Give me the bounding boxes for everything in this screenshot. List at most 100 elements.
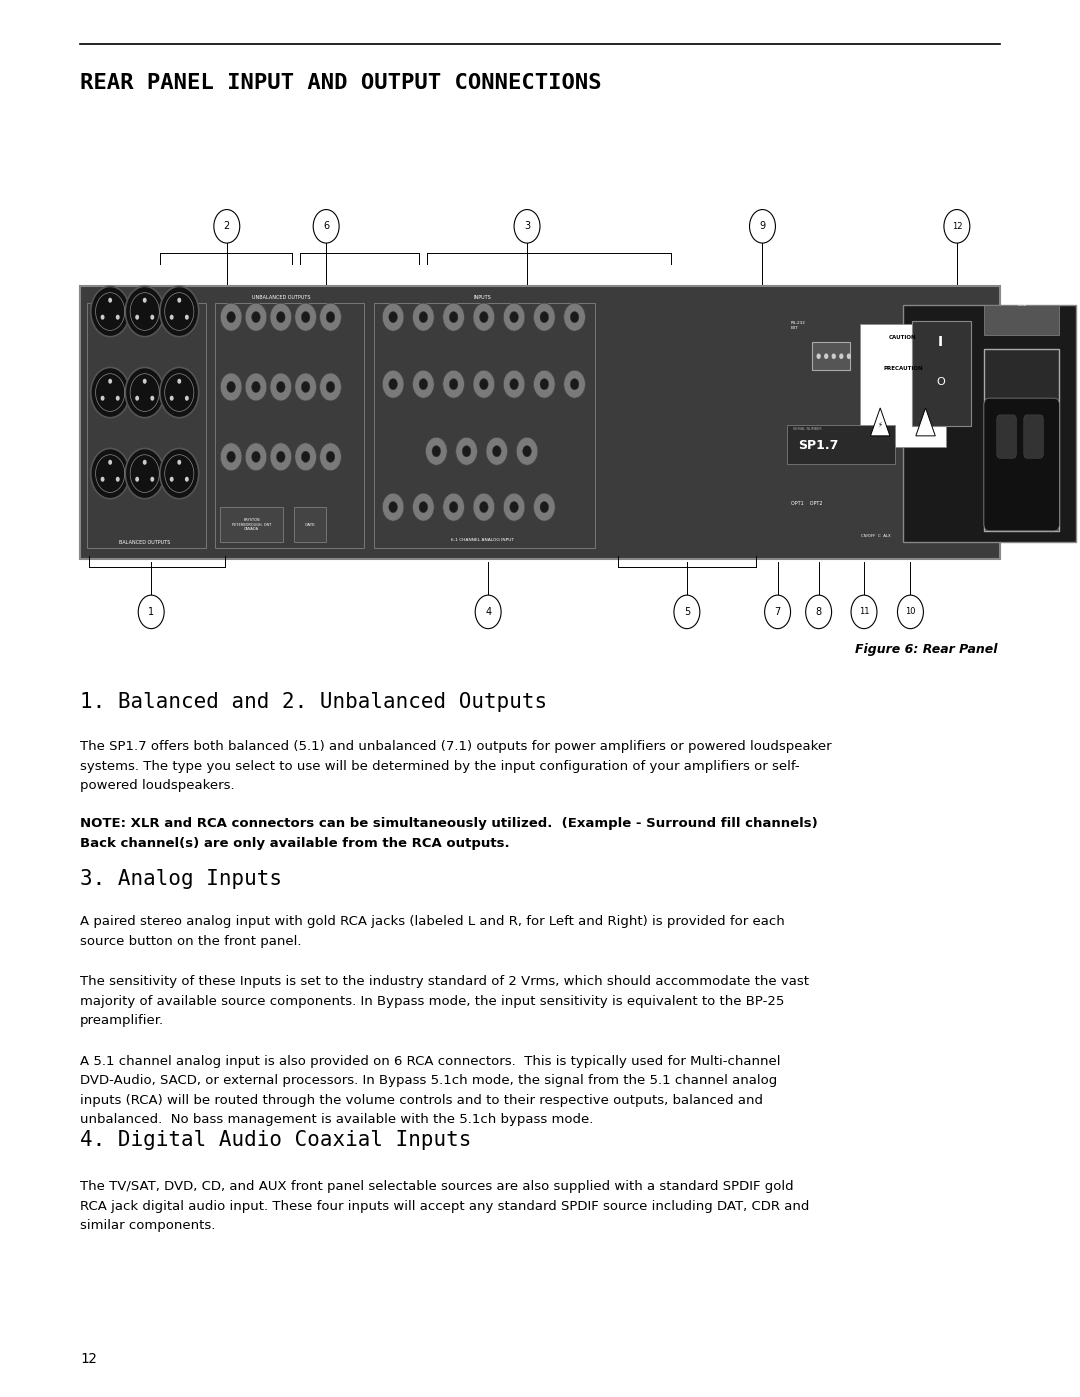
Text: 1: 1 (148, 606, 154, 617)
Circle shape (564, 370, 585, 398)
Circle shape (143, 298, 147, 303)
FancyBboxPatch shape (984, 349, 1059, 531)
Circle shape (313, 210, 339, 243)
Circle shape (125, 448, 164, 499)
Text: 5: 5 (684, 606, 690, 617)
Circle shape (108, 379, 112, 384)
Circle shape (839, 353, 843, 359)
FancyBboxPatch shape (1024, 415, 1043, 458)
Circle shape (185, 314, 189, 320)
Circle shape (160, 448, 199, 499)
Circle shape (510, 502, 518, 513)
Circle shape (150, 314, 154, 320)
Circle shape (534, 370, 555, 398)
Text: 6.1 CHANNEL ANALOG INPUT: 6.1 CHANNEL ANALOG INPUT (451, 538, 514, 542)
Circle shape (326, 312, 335, 323)
Circle shape (449, 379, 458, 390)
Circle shape (413, 493, 434, 521)
Circle shape (462, 446, 471, 457)
Text: LEFT: LEFT (175, 278, 184, 282)
Text: SERIAL NUMBER: SERIAL NUMBER (793, 427, 822, 432)
Circle shape (116, 395, 120, 401)
Circle shape (116, 314, 120, 320)
Circle shape (220, 443, 242, 471)
Text: The sensitivity of these Inputs is set to the industry standard of 2 Vrms, which: The sensitivity of these Inputs is set t… (80, 975, 809, 1027)
Polygon shape (916, 408, 935, 436)
Circle shape (480, 312, 488, 323)
Circle shape (185, 395, 189, 401)
Text: NOTE: XLR and RCA connectors can be simultaneously utilized.  (Example - Surroun: NOTE: XLR and RCA connectors can be simu… (80, 817, 818, 849)
FancyBboxPatch shape (984, 398, 1059, 531)
Circle shape (177, 460, 181, 465)
Circle shape (382, 303, 404, 331)
Circle shape (108, 298, 112, 303)
Text: RIGHT: RIGHT (105, 278, 116, 282)
Circle shape (419, 312, 428, 323)
Circle shape (220, 373, 242, 401)
Circle shape (897, 595, 923, 629)
Circle shape (480, 379, 488, 390)
Text: CENTER: CENTER (137, 278, 152, 282)
Circle shape (847, 353, 851, 359)
Circle shape (143, 460, 147, 465)
Text: GATE: GATE (305, 522, 315, 527)
Circle shape (170, 314, 174, 320)
FancyBboxPatch shape (912, 321, 971, 426)
Circle shape (426, 437, 447, 465)
Text: OPT1    OPT2: OPT1 OPT2 (791, 500, 822, 506)
Circle shape (150, 476, 154, 482)
Circle shape (382, 493, 404, 521)
Circle shape (389, 502, 397, 513)
Circle shape (750, 210, 775, 243)
Circle shape (540, 379, 549, 390)
Text: 2: 2 (224, 221, 230, 232)
Circle shape (177, 298, 181, 303)
Circle shape (295, 373, 316, 401)
Circle shape (245, 303, 267, 331)
Text: CAUTION: CAUTION (889, 335, 917, 341)
Circle shape (91, 448, 130, 499)
Circle shape (220, 303, 242, 331)
Circle shape (806, 595, 832, 629)
Text: INPUTS: INPUTS (474, 295, 491, 300)
Circle shape (475, 595, 501, 629)
Circle shape (510, 379, 518, 390)
Circle shape (832, 353, 836, 359)
Circle shape (170, 395, 174, 401)
Circle shape (473, 493, 495, 521)
Text: 6: 6 (323, 221, 329, 232)
Circle shape (480, 502, 488, 513)
Circle shape (326, 451, 335, 462)
Text: REAR PANEL INPUT AND OUTPUT CONNECTIONS: REAR PANEL INPUT AND OUTPUT CONNECTIONS (80, 73, 602, 92)
Circle shape (100, 476, 105, 482)
Circle shape (523, 446, 531, 457)
Text: PRECAUTION: PRECAUTION (883, 366, 922, 372)
Circle shape (389, 312, 397, 323)
FancyBboxPatch shape (812, 342, 850, 370)
Circle shape (143, 379, 147, 384)
Circle shape (270, 303, 292, 331)
Text: 11: 11 (859, 608, 869, 616)
Circle shape (138, 595, 164, 629)
Text: Figure 6: Rear Panel: Figure 6: Rear Panel (855, 643, 998, 655)
Circle shape (125, 367, 164, 418)
Circle shape (510, 312, 518, 323)
Text: BRYSTON
PETERBOROUGH, ONT
CANADA: BRYSTON PETERBOROUGH, ONT CANADA (232, 518, 271, 531)
Circle shape (227, 451, 235, 462)
Circle shape (503, 370, 525, 398)
Circle shape (135, 395, 139, 401)
Circle shape (320, 303, 341, 331)
Circle shape (160, 286, 199, 337)
FancyBboxPatch shape (80, 286, 1000, 559)
Text: RS-232
EXT: RS-232 EXT (791, 321, 806, 330)
Circle shape (413, 370, 434, 398)
Circle shape (125, 286, 164, 337)
Text: A 5.1 channel analog input is also provided on 6 RCA connectors.  This is typica: A 5.1 channel analog input is also provi… (80, 1055, 781, 1126)
Circle shape (449, 312, 458, 323)
Circle shape (320, 373, 341, 401)
Text: 4: 4 (485, 606, 491, 617)
Circle shape (419, 502, 428, 513)
Text: 9: 9 (759, 221, 766, 232)
Circle shape (301, 381, 310, 393)
Circle shape (765, 595, 791, 629)
